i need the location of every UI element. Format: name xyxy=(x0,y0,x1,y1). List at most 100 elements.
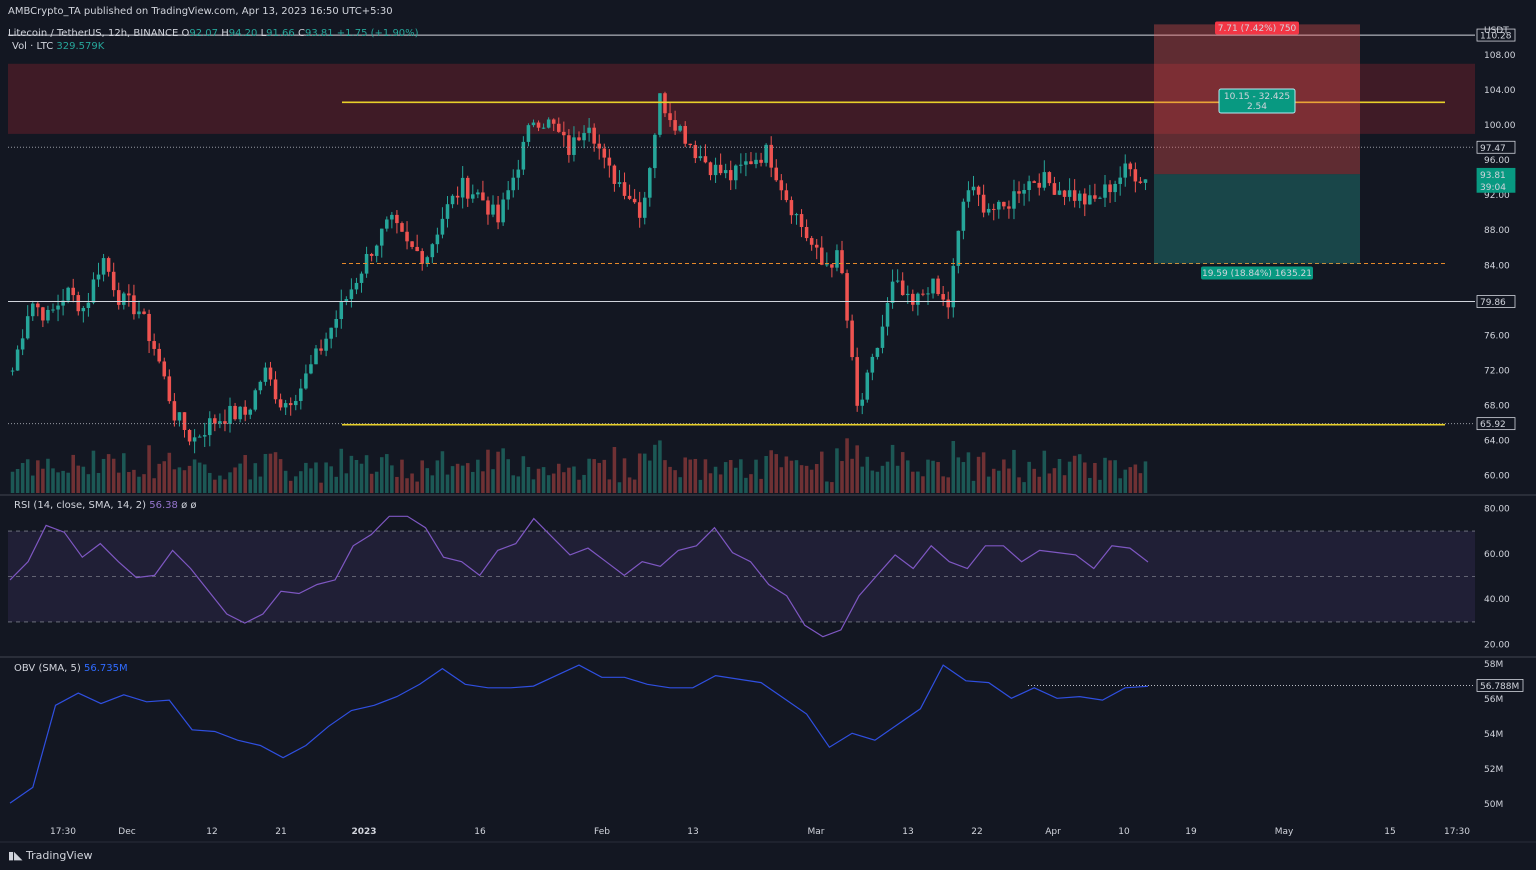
candle-body xyxy=(253,390,258,410)
tradingview-logo-icon: ▮◣ xyxy=(8,849,23,862)
candle-body xyxy=(931,278,935,294)
volume-label[interactable]: Vol · LTC xyxy=(12,41,54,52)
volume-bar xyxy=(390,465,394,493)
volume-bar xyxy=(1108,460,1112,493)
candle-body xyxy=(936,278,940,295)
candle-body xyxy=(435,234,440,245)
candle-body xyxy=(278,399,283,408)
candle-body xyxy=(1088,195,1092,205)
candle-body xyxy=(592,127,596,144)
volume-bar xyxy=(855,445,859,493)
price-tick-label: 72.00 xyxy=(1484,366,1510,376)
symbol-title[interactable]: Litecoin / TetherUS, 12h, BINANCE xyxy=(8,28,179,39)
tradingview-logo[interactable]: ▮◣ TradingView xyxy=(8,849,92,862)
volume-bar xyxy=(678,477,682,493)
candle-body xyxy=(1083,193,1087,205)
volume-bar xyxy=(946,477,950,493)
candle-body xyxy=(172,401,177,421)
volume-bar xyxy=(238,463,242,493)
candle-body xyxy=(911,293,915,305)
candle-body xyxy=(324,338,328,351)
candle-body xyxy=(116,290,121,305)
candle-body xyxy=(885,302,890,327)
volume-bar xyxy=(116,472,121,493)
volume-bar xyxy=(734,467,738,493)
volume-bar xyxy=(1123,469,1128,493)
rsi-title[interactable]: RSI (14, close, SMA, 14, 2) xyxy=(14,500,147,511)
volume-bar xyxy=(905,460,910,493)
candle-body xyxy=(101,258,106,275)
obv-title[interactable]: OBV (SMA, 5) xyxy=(14,663,81,674)
volume-bar xyxy=(1007,468,1011,493)
candle-body xyxy=(491,204,495,215)
candle-body xyxy=(582,132,586,141)
volume-bar xyxy=(1103,457,1107,493)
volume-bar xyxy=(658,440,662,493)
price-axis-badge-label: 65.92 xyxy=(1480,420,1506,430)
candle-body xyxy=(288,403,293,406)
rsi-tick-label: 20.00 xyxy=(1484,641,1510,651)
rsi-tick-label: 80.00 xyxy=(1484,504,1510,514)
volume-bar xyxy=(1077,454,1082,493)
volume-bar xyxy=(379,457,384,493)
volume-bar xyxy=(511,475,516,493)
candle-body xyxy=(597,143,602,149)
volume-bar xyxy=(91,450,96,493)
candle-body xyxy=(1093,195,1097,199)
volume-bar xyxy=(895,465,900,493)
volume-bar xyxy=(56,472,60,493)
volume-bar xyxy=(1052,468,1057,493)
candle-body xyxy=(46,309,50,321)
volume-bar xyxy=(774,454,779,493)
candle-body xyxy=(850,320,854,358)
candle-body xyxy=(41,307,45,321)
volume-bar xyxy=(567,467,571,493)
volume-bar xyxy=(218,475,222,493)
time-tick-label: 2023 xyxy=(351,827,376,837)
candle-body xyxy=(15,349,20,371)
candle-body xyxy=(562,131,566,136)
obv-tick-label: 58M xyxy=(1484,660,1503,670)
obv-value: 56.735M xyxy=(83,663,128,674)
candle-body xyxy=(653,134,657,169)
candle-body xyxy=(946,299,950,308)
volume-bar xyxy=(612,447,617,493)
volume-bar xyxy=(435,460,440,493)
candle-body xyxy=(820,247,824,265)
candle-body xyxy=(248,409,253,415)
candle-body xyxy=(830,264,834,268)
candle-body xyxy=(329,327,333,339)
volume-bar xyxy=(1093,462,1097,493)
volume-bar xyxy=(445,474,450,493)
candle-body xyxy=(1022,190,1026,194)
candle-body xyxy=(602,148,607,158)
candle-body xyxy=(1057,190,1062,195)
time-tick-label: Feb xyxy=(594,827,610,837)
volume-bar xyxy=(440,451,445,493)
candle-body xyxy=(895,280,900,282)
candle-body xyxy=(20,338,25,350)
volume-bar xyxy=(283,470,288,493)
candle-body xyxy=(379,228,384,246)
candle-body xyxy=(208,418,212,436)
volume-bar xyxy=(708,473,713,493)
candle-body xyxy=(233,405,237,420)
obv-line xyxy=(9,664,1149,804)
target-zone xyxy=(1154,174,1360,264)
high-value: 94.20 xyxy=(228,28,258,39)
time-tick-label: Apr xyxy=(1045,827,1061,837)
candle-body xyxy=(971,186,976,191)
candle-body xyxy=(96,274,101,280)
volume-bar xyxy=(1022,482,1026,493)
volume-bar xyxy=(460,465,465,493)
candle-body xyxy=(506,190,510,200)
high-label: H xyxy=(221,28,229,39)
candle-body xyxy=(648,168,652,198)
candle-body xyxy=(926,293,930,295)
volume-bar xyxy=(96,472,101,493)
candle-body xyxy=(986,208,991,213)
volume-bar xyxy=(698,479,703,493)
